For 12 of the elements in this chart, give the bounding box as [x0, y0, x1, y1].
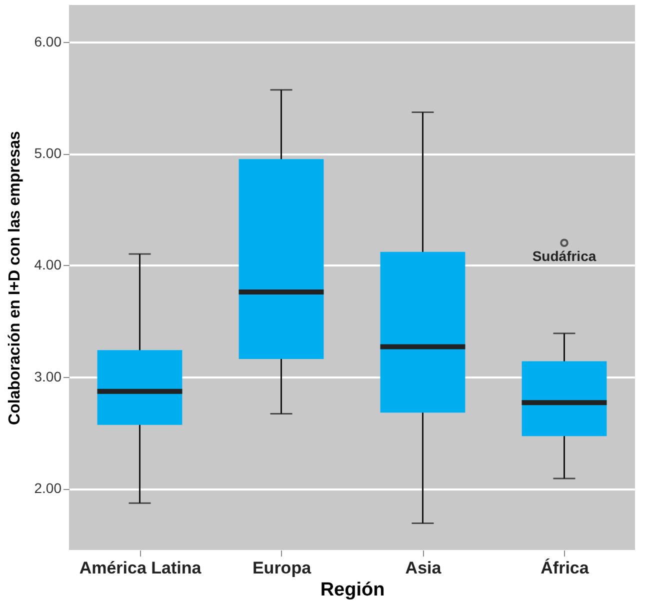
y-axis-title: Colaboración en I+D con las empresas [6, 130, 24, 425]
y-tick-label: 3.00 [34, 368, 62, 384]
x-tick-label: Asia [405, 558, 442, 578]
y-tick-label: 5.00 [34, 145, 62, 162]
y-tick-label: 2.00 [34, 480, 62, 496]
x-tick-label: África [540, 558, 590, 578]
y-tick-label: 4.00 [34, 256, 62, 273]
annotation: Sudáfrica [532, 248, 596, 264]
x-tick-label: América Latina [79, 558, 202, 578]
x-tick-label: Europa [252, 558, 312, 578]
x-axis-title: Región [320, 580, 385, 600]
y-tick-label: 6.00 [34, 33, 62, 50]
